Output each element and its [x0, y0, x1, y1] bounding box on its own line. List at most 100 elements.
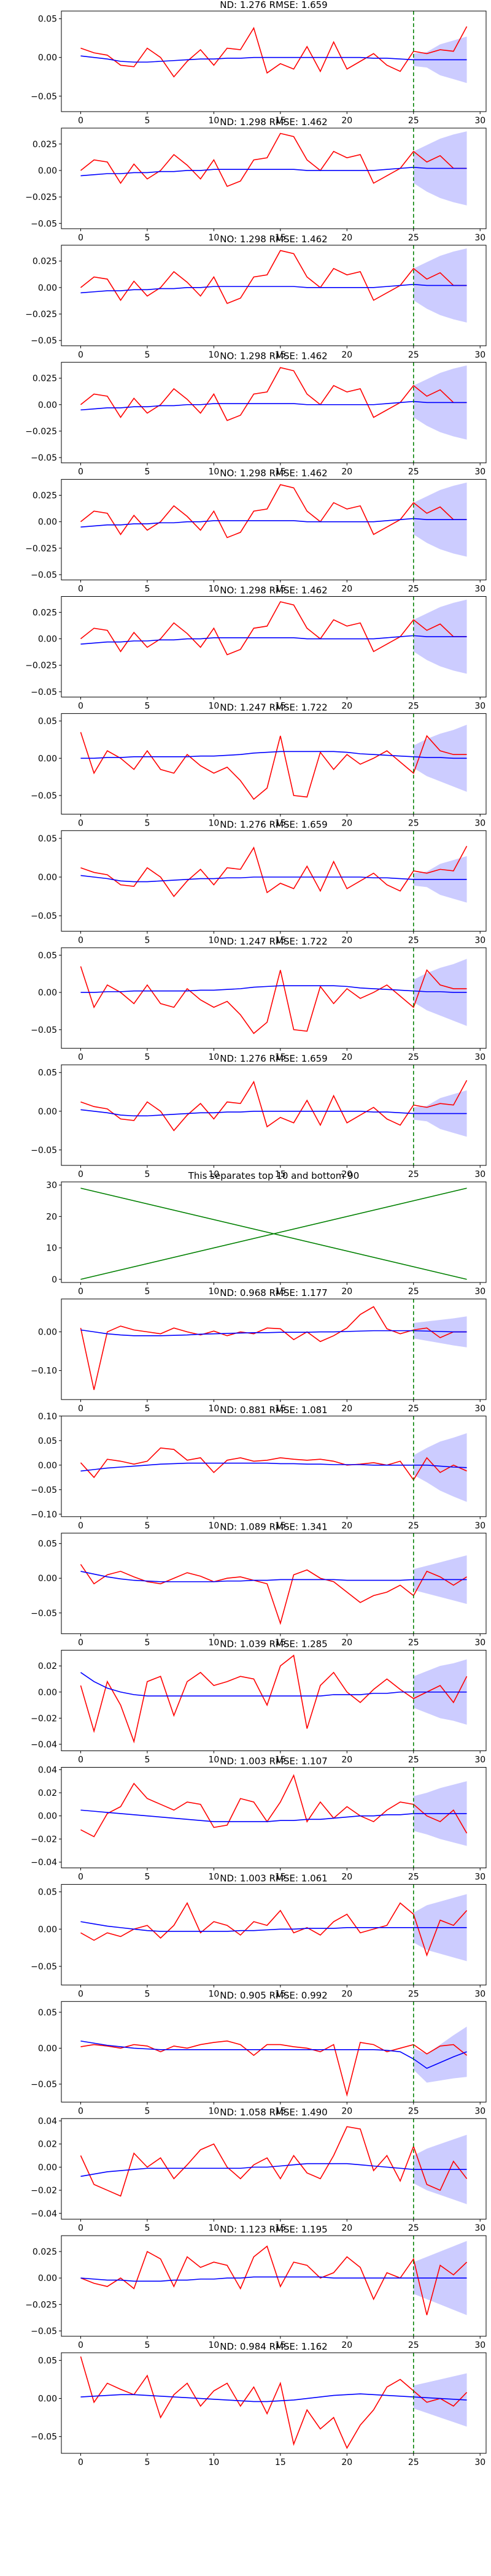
y-tick-label: 0.00 [38, 873, 57, 883]
y-tick-label: 0.00 [38, 1328, 57, 1338]
y-tick-label: 0.00 [38, 1574, 57, 1584]
x-tick-label: 5 [144, 1287, 150, 1297]
chart-title: NO: 1.298 RMSE: 1.462 [220, 585, 327, 596]
chart-panel: ND: 1.003 RMSE: 1.107 0 5 10 15 20 25 30 −0.04 −0… [31, 1756, 487, 1882]
x-tick-label: 20 [341, 2340, 352, 2350]
y-tick-label: −0.05 [31, 1609, 57, 1619]
chart-title: ND: 1.003 RMSE: 1.061 [220, 1873, 327, 1884]
plot-frame [61, 128, 487, 229]
y-tick-label: 0.00 [38, 1688, 57, 1698]
y-tick-label: 0.00 [38, 2163, 57, 2172]
x-tick-label: 30 [474, 702, 485, 711]
plot-frame [61, 1884, 487, 1985]
target-series-line [80, 846, 468, 897]
x-tick-label: 5 [144, 1989, 150, 1999]
x-tick-label: 15 [275, 1638, 286, 1648]
y-tick-label: −0.05 [31, 2326, 57, 2336]
x-tick-label: 15 [275, 2106, 286, 2116]
x-tick-label: 10 [208, 935, 219, 945]
chart-title: NO: 1.298 RMSE: 1.462 [220, 468, 327, 479]
x-tick-label: 25 [408, 1287, 419, 1297]
y-tick-label: 30 [46, 1181, 57, 1190]
x-tick-label: 10 [208, 2340, 219, 2350]
y-tick-label: −0.05 [31, 2080, 57, 2090]
prediction-series-line [80, 55, 467, 63]
chart-panel: ND: 0.905 RMSE: 0.992 0 5 10 15 20 25 30 −0.05 0.… [31, 1990, 487, 2116]
x-tick-label: 5 [144, 116, 150, 126]
x-tick-label: 10 [208, 1521, 219, 1531]
y-tick-label: 0.05 [38, 1436, 57, 1446]
y-tick-label: 0.05 [38, 2356, 57, 2366]
chart-title: This separates top 10 and bottom 90 [188, 1170, 360, 1181]
plot-frame [61, 2352, 487, 2454]
y-tick-label: 0.04 [38, 2117, 57, 2126]
x-tick-label: 30 [474, 585, 485, 594]
x-tick-label: 0 [78, 1287, 83, 1297]
x-tick-label: 10 [208, 1170, 219, 1179]
chart-title: NO: 1.298 RMSE: 1.462 [220, 234, 327, 245]
x-tick-label: 30 [474, 818, 485, 828]
prediction-interval-band [413, 959, 467, 1026]
y-tick-label: −0.025 [25, 310, 57, 320]
x-tick-label: 5 [144, 1404, 150, 1414]
chart-title: ND: 0.881 RMSE: 1.081 [220, 1405, 327, 1416]
x-tick-label: 30 [474, 935, 485, 945]
x-tick-label: 15 [275, 1170, 286, 1179]
plot-frame [61, 1416, 487, 1517]
x-tick-label: 20 [341, 818, 352, 828]
chart-title: ND: 1.247 RMSE: 1.722 [220, 702, 327, 713]
x-tick-label: 30 [474, 1287, 485, 1297]
x-tick-label: 15 [275, 2340, 286, 2350]
x-tick-label: 0 [78, 233, 83, 243]
x-tick-label: 30 [474, 467, 485, 477]
x-tick-label: 30 [474, 1638, 485, 1648]
x-tick-label: 15 [275, 935, 286, 945]
chart-title: ND: 1.247 RMSE: 1.722 [220, 936, 327, 947]
x-tick-label: 5 [144, 2223, 150, 2233]
y-tick-label: −0.02 [31, 1714, 57, 1723]
x-tick-label: 0 [78, 2340, 83, 2350]
x-tick-label: 20 [341, 1170, 352, 1179]
x-tick-label: 0 [78, 1521, 83, 1531]
prediction-series-line [80, 1329, 467, 1336]
chart-title: ND: 0.905 RMSE: 0.992 [220, 1990, 327, 2001]
y-tick-label: 0.05 [38, 834, 57, 844]
y-tick-label: 0.00 [38, 166, 57, 176]
x-tick-label: 5 [144, 233, 150, 243]
chart-panel: ND: 1.276 RMSE: 1.659 0 5 10 15 20 25 30 −0.05 0.… [31, 819, 487, 945]
x-tick-label: 0 [78, 818, 83, 828]
target-series-line [80, 1902, 468, 1957]
x-tick-label: 30 [474, 2458, 485, 2467]
x-tick-label: 10 [208, 350, 219, 360]
prediction-series-line [80, 2040, 467, 2069]
prediction-series-line [80, 1672, 467, 1696]
y-tick-label: 0.00 [38, 53, 57, 63]
prediction-series-line [80, 635, 467, 645]
y-tick-label: −0.05 [31, 336, 57, 346]
y-tick-label: 0.02 [38, 1788, 57, 1798]
plot-frame [61, 1181, 487, 1283]
x-tick-label: 0 [78, 116, 83, 126]
x-tick-label: 5 [144, 350, 150, 360]
x-tick-label: 10 [208, 1989, 219, 1999]
y-tick-label: −0.10 [31, 1367, 57, 1376]
target-series-line [80, 601, 467, 656]
x-tick-label: 30 [474, 1989, 485, 1999]
x-tick-label: 5 [144, 2106, 150, 2116]
prediction-series-line [80, 1462, 467, 1472]
chart-title: ND: 1.276 RMSE: 1.659 [220, 1053, 327, 1064]
y-tick-label: 0.00 [38, 401, 57, 410]
plot-frame [61, 1767, 487, 1868]
target-series-line [80, 2126, 468, 2197]
y-tick-label: −0.05 [31, 453, 57, 463]
x-tick-label: 25 [408, 1521, 419, 1531]
x-tick-label: 15 [275, 2223, 286, 2233]
prediction-series-line [80, 283, 467, 294]
target-series-line [80, 1306, 467, 1390]
y-tick-label: 0.02 [38, 1662, 57, 1671]
plot-frame [61, 1298, 487, 1400]
x-tick-label: 10 [208, 818, 219, 828]
x-tick-label: 25 [408, 116, 419, 126]
x-tick-label: 10 [208, 2106, 219, 2116]
x-tick-label: 30 [474, 1755, 485, 1765]
